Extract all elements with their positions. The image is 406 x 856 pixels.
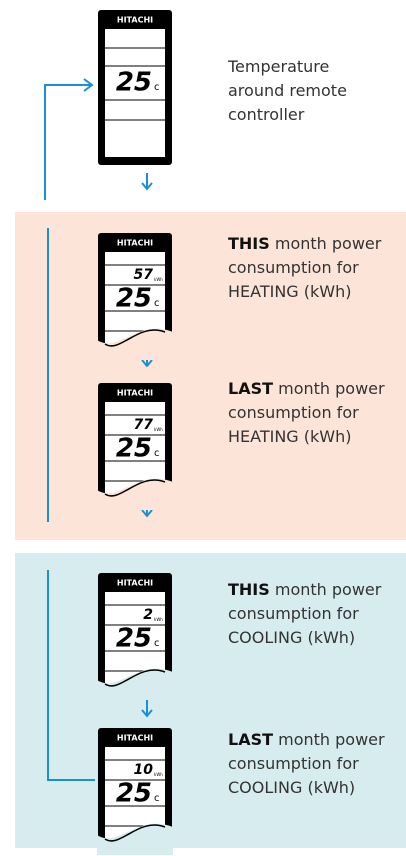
brand: HITACHI xyxy=(117,239,153,248)
emphasis: THIS xyxy=(228,234,270,253)
emphasis: LAST xyxy=(228,730,273,749)
description: THIS month power consumption for COOLING… xyxy=(228,578,400,650)
reading: 77 xyxy=(134,417,154,433)
temperature-unit: c xyxy=(154,298,160,309)
reading-unit: kWh xyxy=(154,277,163,282)
emphasis: LAST xyxy=(228,379,273,398)
reading-unit: kWh xyxy=(154,772,163,777)
brand: HITACHI xyxy=(117,734,153,743)
page: HITACHI25cHITACHI25c57kWhHITACHI25c77kWh… xyxy=(0,0,406,856)
temperature: 25 xyxy=(116,68,152,98)
brand: HITACHI xyxy=(117,579,153,588)
brand: HITACHI xyxy=(117,16,153,25)
description: LAST month power consumption for HEATING… xyxy=(228,377,400,449)
temperature: 25 xyxy=(116,624,152,654)
reading: 2 xyxy=(143,607,153,623)
temperature-unit: c xyxy=(154,448,160,459)
temperature: 25 xyxy=(116,284,152,314)
description-text: Temperature around remote controller xyxy=(228,57,347,124)
temperature-unit: c xyxy=(154,82,160,93)
temperature-unit: c xyxy=(154,638,160,649)
description: LAST month power consumption for COOLING… xyxy=(228,728,400,800)
brand: HITACHI xyxy=(117,389,153,398)
temperature: 25 xyxy=(116,434,152,464)
reading-unit: kWh xyxy=(154,617,163,622)
reading-unit: kWh xyxy=(154,427,163,432)
reading: 10 xyxy=(134,762,154,778)
temperature: 25 xyxy=(116,779,152,809)
temperature-unit: c xyxy=(154,793,160,804)
description: Temperature around remote controller xyxy=(228,55,378,127)
emphasis: THIS xyxy=(228,580,270,599)
reading: 57 xyxy=(134,267,154,283)
arrow-down xyxy=(142,173,152,189)
flow-line xyxy=(45,85,92,200)
description: THIS month power consumption for HEATING… xyxy=(228,232,400,304)
